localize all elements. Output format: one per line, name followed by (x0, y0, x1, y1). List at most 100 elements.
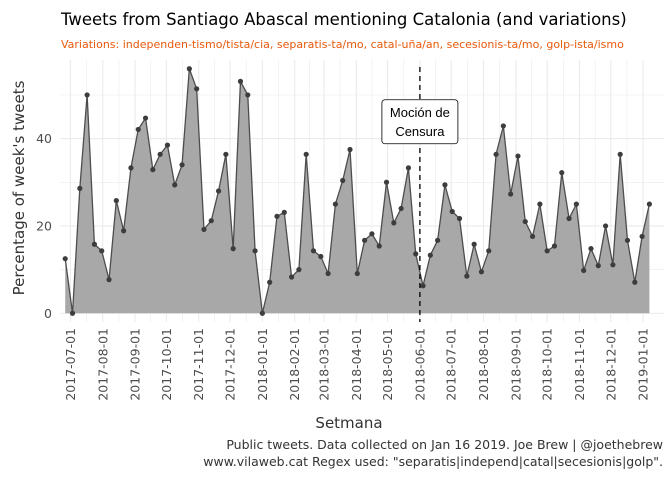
data-point (413, 251, 419, 257)
data-point (398, 205, 404, 212)
y-tick-label: 20 (36, 218, 52, 233)
data-point (537, 201, 543, 207)
data-point (303, 151, 309, 157)
data-point (237, 78, 244, 84)
data-point (369, 231, 375, 237)
annotation-box (381, 99, 459, 145)
data-point (588, 246, 594, 252)
data-point (522, 218, 528, 225)
x-tick-label: 2017-08-01 (95, 328, 110, 401)
data-point (435, 237, 441, 243)
data-point (632, 279, 638, 285)
data-point (551, 243, 558, 249)
x-tick-label: 2018-04-01 (349, 328, 364, 401)
data-point (135, 126, 141, 133)
data-point (325, 270, 331, 277)
data-point (420, 283, 426, 289)
x-tick-label: 2017-11-01 (191, 328, 206, 401)
data-point (624, 237, 631, 243)
data-point (223, 151, 229, 157)
data-point (245, 92, 251, 98)
data-point (478, 269, 485, 275)
x-tick-label: 2017-09-01 (128, 328, 143, 401)
data-point (508, 191, 514, 197)
data-point (281, 209, 287, 215)
x-tick-label: 2017-12-01 (223, 328, 238, 401)
x-tick-label: 2018-08-01 (476, 328, 491, 401)
data-point (544, 248, 550, 254)
data-point (362, 237, 368, 243)
data-point (595, 263, 601, 269)
caption-line-2: www.vilaweb.cat Regex used: "separatis|i… (203, 454, 663, 469)
data-point (113, 198, 119, 204)
data-point (405, 165, 412, 171)
data-point (376, 243, 382, 249)
data-point (383, 179, 390, 185)
data-point (194, 86, 200, 92)
data-point (274, 213, 280, 219)
data-point (172, 182, 178, 188)
data-point (464, 273, 470, 279)
x-tick-label: 2018-03-01 (316, 328, 331, 401)
data-point (288, 274, 295, 280)
data-point (208, 218, 214, 224)
x-tick-label: 2017-10-01 (159, 328, 174, 401)
x-tick-label: 2018-09-01 (508, 328, 523, 401)
data-point (500, 123, 506, 129)
x-axis-ticks: 2017-07-01 2017-08-01 2017-09-01 2017-10-01… (63, 328, 651, 401)
data-point (267, 279, 273, 285)
y-tick-label: 0 (44, 306, 52, 321)
data-point (84, 92, 90, 98)
data-point (106, 277, 112, 283)
data-point (566, 215, 572, 222)
data-point (449, 208, 455, 215)
data-point (164, 142, 171, 148)
data-point (91, 241, 98, 247)
data-point (639, 233, 645, 240)
data-point (77, 185, 83, 191)
x-tick-label: 2018-06-01 (412, 328, 427, 401)
data-point (318, 253, 324, 260)
data-point (186, 66, 192, 72)
data-points (62, 66, 652, 316)
data-point (471, 241, 477, 247)
data-point (99, 248, 105, 254)
data-point (157, 151, 163, 157)
data-point (581, 267, 587, 274)
data-point (252, 248, 258, 254)
data-point (646, 201, 652, 207)
data-point (62, 256, 68, 262)
area-series (65, 68, 650, 314)
data-point (529, 233, 536, 240)
data-point (332, 201, 338, 207)
y-axis-title: Percentage of week's tweets (10, 80, 28, 295)
x-tick-label: 2018-10-01 (540, 328, 555, 401)
chart-subtitle: Variations: independen-tismo/tista/cia, … (61, 38, 624, 51)
x-tick-label: 2018-07-01 (444, 328, 459, 401)
annotation-label: Moción de Censura (381, 99, 459, 145)
annotation-text-line1: Moción de (390, 105, 450, 120)
x-tick-label: 2018-05-01 (380, 328, 395, 401)
data-point (391, 220, 397, 226)
chart-title: Tweets from Santiago Abascal mentioning … (60, 10, 627, 29)
x-tick-label: 2018-12-01 (603, 328, 618, 401)
x-tick-label: 2019-01-01 (636, 328, 651, 401)
data-point (340, 177, 346, 184)
data-point (296, 267, 302, 273)
caption-line-1: Public tweets. Data collected on Jan 16 … (226, 437, 663, 452)
data-point (259, 310, 265, 316)
x-tick-label: 2018-01-01 (255, 328, 270, 401)
data-point (442, 182, 448, 188)
data-point (179, 162, 185, 168)
data-point (456, 215, 463, 222)
data-point (201, 226, 207, 233)
data-point (493, 151, 499, 157)
data-point (310, 248, 317, 254)
x-tick-label: 2018-02-01 (287, 328, 302, 401)
x-tick-label: 2018-11-01 (572, 328, 587, 401)
x-tick-label: 2017-07-01 (63, 328, 78, 401)
y-axis-ticks: 0 20 40 (36, 131, 52, 321)
data-point (602, 223, 609, 229)
data-point (215, 188, 222, 194)
